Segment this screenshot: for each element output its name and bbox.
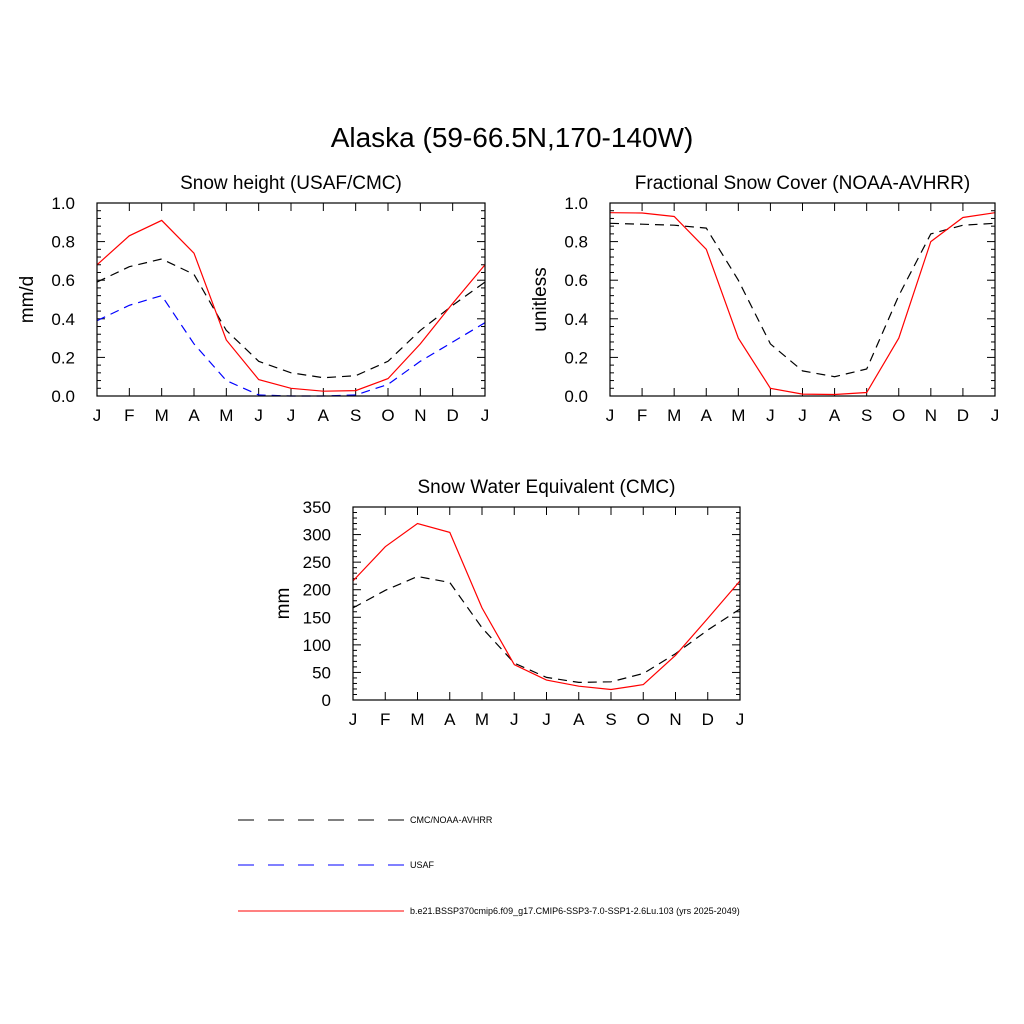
x-tick-label: N — [669, 710, 681, 729]
x-tick-label: M — [475, 710, 489, 729]
x-tick-label: J — [991, 406, 1000, 425]
x-tick-label: F — [637, 406, 647, 425]
x-tick-label: S — [605, 710, 616, 729]
x-tick-label: O — [637, 710, 650, 729]
x-tick-label: J — [254, 406, 263, 425]
x-tick-label: J — [736, 710, 745, 729]
series-line — [96, 294, 486, 397]
x-tick-label: A — [444, 710, 456, 729]
x-tick-label: A — [318, 406, 330, 425]
x-tick-label: A — [573, 710, 585, 729]
y-tick-label: 100 — [303, 636, 331, 655]
x-tick-label: J — [510, 710, 519, 729]
y-tick-label: 0.6 — [564, 271, 588, 290]
plot-frame — [96, 202, 486, 397]
series-line — [609, 222, 996, 378]
y-axis-label: mm — [273, 588, 294, 620]
x-tick-label: M — [731, 406, 745, 425]
x-tick-label: J — [542, 710, 551, 729]
x-tick-label: S — [350, 406, 361, 425]
y-tick-label: 0 — [322, 691, 331, 710]
legend-label: b.e21.BSSP370cmip6.f09_g17.CMIP6-SSP3-7.… — [410, 906, 740, 916]
x-tick-label: D — [447, 406, 459, 425]
x-tick-label: J — [766, 406, 775, 425]
x-tick-label: N — [925, 406, 937, 425]
y-axis-label: unitless — [530, 267, 551, 331]
x-tick-label: O — [892, 406, 905, 425]
x-tick-label: J — [606, 406, 615, 425]
y-tick-label: 0.0 — [51, 387, 75, 406]
y-tick-label: 0.8 — [564, 233, 588, 252]
y-tick-label: 350 — [303, 498, 331, 517]
y-tick-label: 150 — [303, 608, 331, 627]
y-tick-label: 0.4 — [564, 310, 588, 329]
x-tick-label: M — [410, 710, 424, 729]
series-line — [352, 575, 741, 684]
y-tick-label: 200 — [303, 581, 331, 600]
x-tick-label: F — [124, 406, 134, 425]
y-tick-label: 0.4 — [51, 310, 75, 329]
y-tick-label: 1.0 — [51, 194, 75, 213]
series-line — [609, 212, 996, 396]
y-axis-label: mm/d — [17, 276, 38, 324]
y-tick-label: 300 — [303, 526, 331, 545]
x-tick-label: A — [701, 406, 713, 425]
panel-title: Snow height (USAF/CMC) — [180, 173, 402, 194]
y-tick-label: 1.0 — [564, 194, 588, 213]
x-tick-label: M — [667, 406, 681, 425]
x-tick-label: A — [188, 406, 200, 425]
x-tick-label: J — [93, 406, 102, 425]
y-tick-label: 0.2 — [51, 348, 75, 367]
x-tick-label: N — [414, 406, 426, 425]
series-line — [96, 258, 486, 379]
series-line — [96, 219, 486, 392]
y-tick-label: 0.0 — [564, 387, 588, 406]
x-tick-label: O — [381, 406, 394, 425]
y-tick-label: 50 — [312, 663, 331, 682]
y-tick-label: 250 — [303, 553, 331, 572]
x-tick-label: J — [349, 710, 358, 729]
panel-title: Snow Water Equivalent (CMC) — [418, 477, 676, 498]
x-tick-label: M — [219, 406, 233, 425]
x-tick-label: M — [155, 406, 169, 425]
x-tick-label: J — [481, 406, 490, 425]
x-tick-label: F — [380, 710, 390, 729]
y-tick-label: 0.2 — [564, 348, 588, 367]
x-tick-label: A — [829, 406, 841, 425]
x-tick-label: D — [702, 710, 714, 729]
panel-title: Fractional Snow Cover (NOAA-AVHRR) — [635, 173, 970, 194]
panel-snow-height: Snow height (USAF/CMC)J F M A M J J A S O N D J0.00.… — [17, 173, 489, 425]
y-tick-label: 0.6 — [51, 271, 75, 290]
plot-frame — [352, 506, 741, 701]
x-tick-label: S — [861, 406, 872, 425]
figure-title: Alaska (59-66.5N,170-140W) — [330, 122, 694, 153]
legend-label: USAF — [410, 860, 435, 870]
x-tick-label: J — [798, 406, 807, 425]
y-tick-label: 0.8 — [51, 233, 75, 252]
panel-fractional-snow-cover: Fractional Snow Cover (NOAA-AVHRR)J F M A M J… — [530, 173, 999, 425]
panel-snow-water-equivalent: Snow Water Equivalent (CMC)J F M A M J J A S O N D J… — [273, 477, 744, 729]
legend: CMC/NOAA-AVHRR USAF b.e21.BSSP370cmip6.f09… — [238, 815, 740, 916]
series-line — [352, 522, 741, 691]
x-tick-label: D — [957, 406, 969, 425]
legend-label: CMC/NOAA-AVHRR — [410, 815, 493, 825]
x-tick-label: J — [287, 406, 296, 425]
plot-frame — [609, 202, 996, 397]
